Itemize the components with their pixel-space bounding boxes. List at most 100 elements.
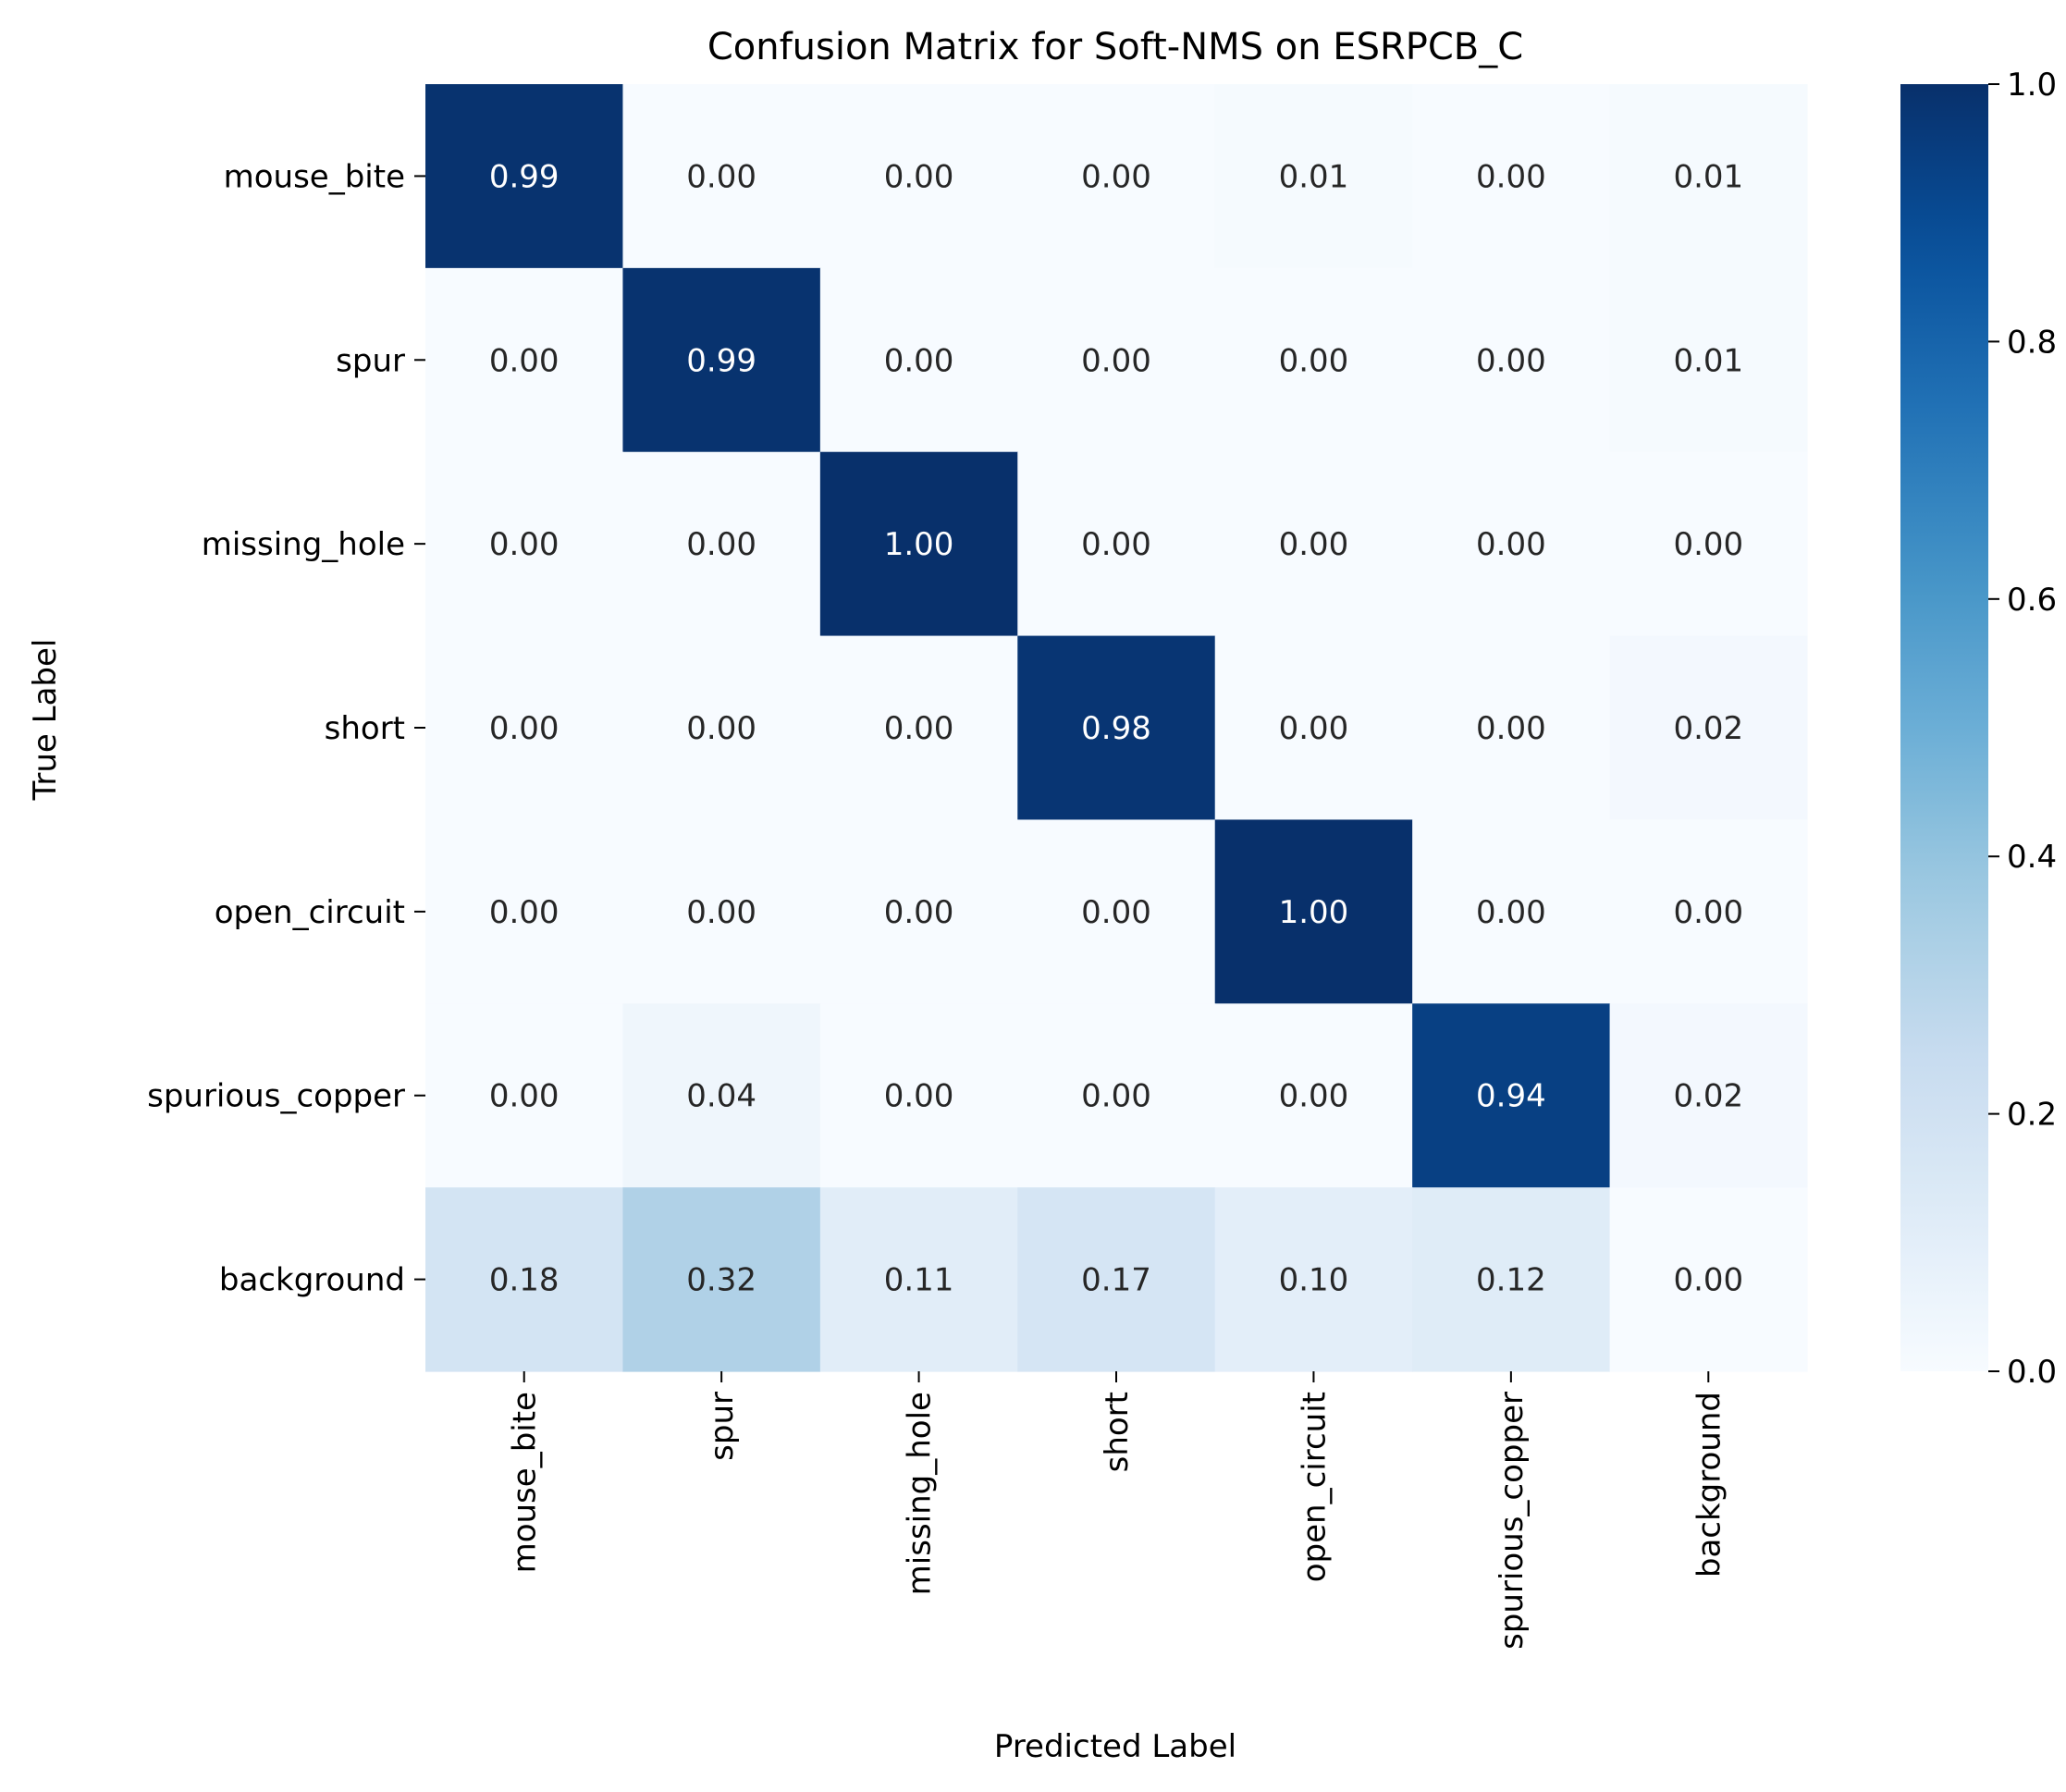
heatmap-cell [1017, 819, 1216, 1004]
cell-value-label: 0.00 [1476, 710, 1546, 747]
heatmap-cell [1214, 1187, 1413, 1372]
cell-value-label: 0.00 [489, 894, 560, 931]
heatmap-cell [819, 1003, 1018, 1188]
heatmap-cell [819, 84, 1018, 269]
colorbar-tick-label: 0.4 [2007, 839, 2057, 876]
heatmap-cell [1609, 451, 1808, 637]
heatmap-cell [819, 1187, 1018, 1372]
cell-value-label: 0.99 [489, 158, 560, 195]
heatmap-cell [1412, 84, 1611, 269]
x-tick-label: spurious_copper [1494, 1392, 1531, 1650]
y-tick-label: missing_hole [202, 526, 405, 563]
x-tick-label: open_circuit [1296, 1392, 1333, 1582]
cell-value-label: 0.00 [489, 342, 560, 379]
cell-value-label: 0.00 [686, 710, 756, 747]
cell-value-label: 0.01 [1673, 158, 1743, 195]
cell-value-label: 0.00 [884, 1078, 954, 1115]
cell-value-label: 0.00 [1081, 1078, 1151, 1115]
y-tick-label: mouse_bite [224, 158, 405, 195]
colorbar-tick-label: 0.6 [2007, 582, 2057, 619]
heatmap-cell [1017, 267, 1216, 453]
cell-value-label: 0.00 [1279, 526, 1349, 563]
cell-value-label: 0.00 [884, 710, 954, 747]
heatmap-cell [1214, 84, 1413, 269]
colorbar-tick-label: 0.0 [2007, 1354, 2057, 1391]
heatmap-cell [1609, 635, 1808, 821]
cell-value-label: 0.99 [686, 342, 756, 379]
cell-value-label: 0.94 [1476, 1078, 1546, 1115]
cell-value-label: 0.00 [686, 158, 756, 195]
heatmap-cell [1609, 1003, 1808, 1188]
heatmap-cell [622, 1003, 821, 1188]
cell-value-label: 0.00 [884, 158, 954, 195]
heatmap-cell [425, 1003, 624, 1188]
heatmap-cell [425, 84, 624, 269]
heatmap-cell [425, 267, 624, 453]
heatmap-cell [1609, 1187, 1808, 1372]
cell-value-label: 0.00 [1279, 1078, 1349, 1115]
heatmap-cell [1609, 267, 1808, 453]
cell-value-label: 0.00 [1476, 894, 1546, 931]
heatmap-cell [1412, 267, 1611, 453]
heatmap-cell [425, 451, 624, 637]
heatmap-cell [622, 819, 821, 1004]
cell-value-label: 0.00 [1081, 894, 1151, 931]
cell-value-label: 0.00 [884, 342, 954, 379]
cell-value-label: 0.02 [1673, 1078, 1743, 1115]
heatmap-cell [1214, 451, 1413, 637]
x-tick-label: missing_hole [902, 1392, 939, 1595]
heatmap-cell [1214, 635, 1413, 821]
colorbar-tick-label: 1.0 [2007, 67, 2057, 104]
heatmap-cell [1214, 267, 1413, 453]
y-tick-label: short [325, 710, 405, 747]
cell-value-labels: 0.99 0.00 0.00 0.00 0.01 0.00 0.01 0.00 0.99 0.00… [489, 158, 1743, 1298]
cell-value-label: 0.00 [1279, 710, 1349, 747]
heatmap-cell [1017, 1003, 1216, 1188]
cell-value-label: 0.18 [489, 1262, 560, 1299]
x-tick-label: background [1691, 1392, 1728, 1577]
cell-value-label: 0.12 [1476, 1262, 1546, 1299]
x-tick-label: spur [704, 1392, 741, 1461]
cell-value-label: 0.00 [686, 894, 756, 931]
heatmap-cell [622, 84, 821, 269]
heatmap-cell [1017, 635, 1216, 821]
heatmap-cell [1017, 84, 1216, 269]
cell-value-label: 0.00 [1673, 894, 1743, 931]
cell-value-label: 0.00 [686, 526, 756, 563]
cell-value-label: 0.01 [1673, 342, 1743, 379]
cell-value-label: 0.00 [1279, 342, 1349, 379]
heatmap-cell [1609, 819, 1808, 1004]
heatmap-cell [1017, 1187, 1216, 1372]
heatmap-cell [819, 451, 1018, 637]
cell-value-label: 1.00 [884, 526, 954, 563]
cell-value-label: 0.00 [1081, 526, 1151, 563]
cell-value-label: 0.00 [489, 1078, 560, 1115]
cell-value-label: 0.00 [1476, 526, 1546, 563]
y-tick-label: spur [336, 342, 405, 379]
x-axis: mouse_bite spur missing_hole short open_circ… [507, 1371, 1728, 1650]
cell-value-label: 0.00 [489, 526, 560, 563]
x-tick-label: mouse_bite [507, 1392, 544, 1573]
cell-value-label: 0.10 [1279, 1262, 1349, 1299]
cell-value-label: 0.04 [686, 1078, 756, 1115]
cell-value-label: 0.00 [884, 894, 954, 931]
heatmap-cell [1412, 819, 1611, 1004]
y-tick-label: background [219, 1262, 405, 1299]
cell-value-label: 0.01 [1279, 158, 1349, 195]
colorbar-tick-label: 0.8 [2007, 324, 2057, 361]
heatmap-cell [1412, 1187, 1611, 1372]
y-tick-label: spurious_copper [147, 1078, 405, 1115]
cell-value-label: 0.00 [1476, 158, 1546, 195]
cell-value-label: 0.32 [686, 1262, 756, 1299]
heatmap-cell [622, 451, 821, 637]
cell-value-label: 0.00 [489, 710, 560, 747]
y-axis-label: True Label [27, 639, 64, 802]
chart-title: Confusion Matrix for Soft-NMS on ESRPCB_… [707, 26, 1523, 68]
heatmap-cell [1214, 819, 1413, 1004]
cell-value-label: 0.98 [1081, 710, 1151, 747]
heatmap-cell [425, 1187, 624, 1372]
heatmap-cell [1412, 1003, 1611, 1188]
cell-value-label: 0.00 [1081, 342, 1151, 379]
cell-value-label: 0.00 [1673, 1262, 1743, 1299]
